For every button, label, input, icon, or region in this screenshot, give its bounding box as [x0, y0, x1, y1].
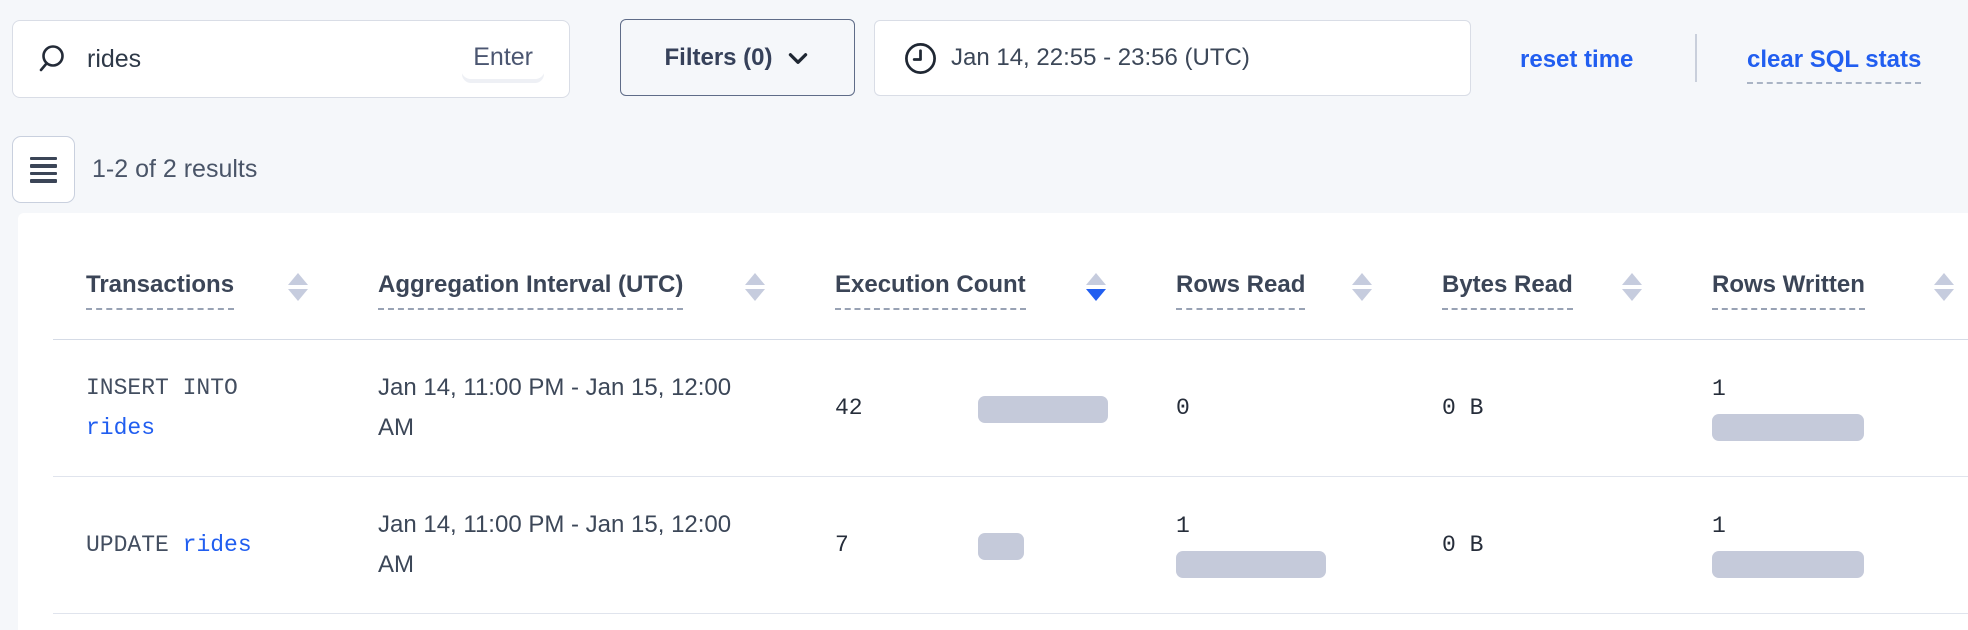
sort-arrows-icon[interactable]: [1352, 273, 1372, 301]
menu-icon: [30, 156, 57, 183]
value-bar: [1712, 414, 1864, 441]
column-header-label: Rows Read: [1176, 271, 1306, 310]
column-header-label: Transactions: [86, 271, 235, 310]
execution-count-value: 42: [835, 394, 863, 421]
value-bar: [978, 395, 1108, 423]
cell-rows-written: 1: [1712, 512, 1968, 578]
column-selector-button[interactable]: [12, 136, 75, 203]
sql-keyword: INSERT INTO: [86, 375, 238, 401]
rows-written-value: 1: [1712, 513, 1726, 539]
transaction-link[interactable]: rides: [86, 415, 156, 441]
time-range-picker[interactable]: Jan 14, 22:55 - 23:56 (UTC): [874, 20, 1471, 96]
search-input[interactable]: [87, 44, 462, 74]
search-box: Enter: [12, 20, 570, 98]
clock-icon: [903, 41, 938, 76]
row-divider: [53, 613, 1968, 614]
column-header-bytes-read[interactable]: Bytes Read: [1442, 213, 1712, 339]
cell-transaction: INSERT INTO rides: [86, 368, 378, 448]
rows-read-value: 0: [1176, 395, 1190, 421]
filters-button[interactable]: Filters (0): [620, 19, 855, 96]
cell-rows-read: 0: [1176, 394, 1442, 422]
cell-aggregation-interval: Jan 14, 11:00 PM - Jan 15, 12:00 AM: [378, 374, 732, 441]
sql-line: rides: [86, 408, 378, 448]
sort-arrows-icon[interactable]: [288, 273, 308, 301]
cell-transaction: UPDATE rides: [86, 525, 378, 565]
sort-arrows-icon[interactable]: [1622, 273, 1642, 301]
rows-read-value: 1: [1176, 513, 1190, 539]
column-header-label: Execution Count: [835, 271, 1026, 310]
clear-sql-stats-link[interactable]: clear SQL stats: [1747, 46, 1922, 84]
sort-asc-icon: [1352, 273, 1372, 285]
sort-desc-icon: [1352, 289, 1372, 301]
cell-bytes-read: 0 B: [1442, 395, 1484, 421]
cell-execution-count: 7: [835, 531, 1176, 560]
table-row: INSERT INTO rides Jan 14, 11:00 PM - Jan 1…: [86, 340, 1968, 476]
sort-arrows-icon[interactable]: [1086, 273, 1106, 301]
table-header-divider: [53, 339, 1968, 340]
column-header-transactions[interactable]: Transactions: [86, 213, 378, 339]
table-header-row: Transactions Aggregation Interval (UTC) Ex…: [86, 213, 1968, 339]
execution-count-value: 7: [835, 531, 849, 558]
transaction-link[interactable]: rides: [182, 532, 252, 558]
value-bar: [978, 532, 1024, 560]
sort-desc-icon: [1934, 289, 1954, 301]
table-row: UPDATE rides Jan 14, 11:00 PM - Jan 15, 1…: [86, 477, 1968, 613]
sort-desc-icon: [288, 289, 308, 301]
sort-asc-icon: [1622, 273, 1642, 285]
cell-rows-read: 1: [1176, 512, 1442, 578]
cell-execution-count: 42: [835, 394, 1176, 423]
cell-aggregation-interval: Jan 14, 11:00 PM - Jan 15, 12:00 AM: [378, 511, 732, 578]
sort-arrows-icon[interactable]: [745, 273, 765, 301]
reset-time-link[interactable]: reset time: [1520, 46, 1634, 73]
search-icon: [35, 41, 71, 77]
time-range-label: Jan 14, 22:55 - 23:56 (UTC): [951, 44, 1250, 71]
sort-desc-icon: [745, 289, 765, 301]
filters-label: Filters (0): [664, 43, 773, 71]
value-bar: [1176, 551, 1326, 578]
table-body: INSERT INTO rides Jan 14, 11:00 PM - Jan 1…: [53, 340, 1968, 614]
sort-desc-icon: [1086, 289, 1106, 301]
chevron-down-icon: [785, 45, 811, 71]
cell-bytes-read: 0 B: [1442, 532, 1484, 558]
column-header-execution-count[interactable]: Execution Count: [835, 213, 1176, 339]
column-header-rows-written[interactable]: Rows Written: [1712, 213, 1968, 339]
results-table-card: Transactions Aggregation Interval (UTC) Ex…: [18, 213, 1968, 630]
results-count: 1-2 of 2 results: [92, 155, 258, 183]
value-bar: [1712, 551, 1864, 578]
sort-desc-icon: [1622, 289, 1642, 301]
column-header-label: Bytes Read: [1442, 271, 1573, 310]
sql-keyword: UPDATE: [86, 532, 169, 558]
column-header-rows-read[interactable]: Rows Read: [1176, 213, 1442, 339]
sort-asc-icon: [745, 273, 765, 285]
row-divider: [53, 476, 1968, 477]
cell-rows-written: 1: [1712, 375, 1968, 441]
column-header-label: Aggregation Interval (UTC): [378, 271, 684, 310]
enter-key-hint: Enter: [461, 40, 545, 79]
column-header-label: Rows Written: [1712, 271, 1865, 310]
sort-asc-icon: [1086, 273, 1106, 285]
sort-asc-icon: [1934, 273, 1954, 285]
sort-asc-icon: [288, 273, 308, 285]
rows-written-value: 1: [1712, 376, 1726, 402]
column-header-aggregation-interval-utc[interactable]: Aggregation Interval (UTC): [378, 213, 835, 339]
toolbar-divider: [1695, 34, 1697, 82]
sql-line: INSERT INTO: [86, 368, 378, 408]
sort-arrows-icon[interactable]: [1934, 273, 1954, 301]
